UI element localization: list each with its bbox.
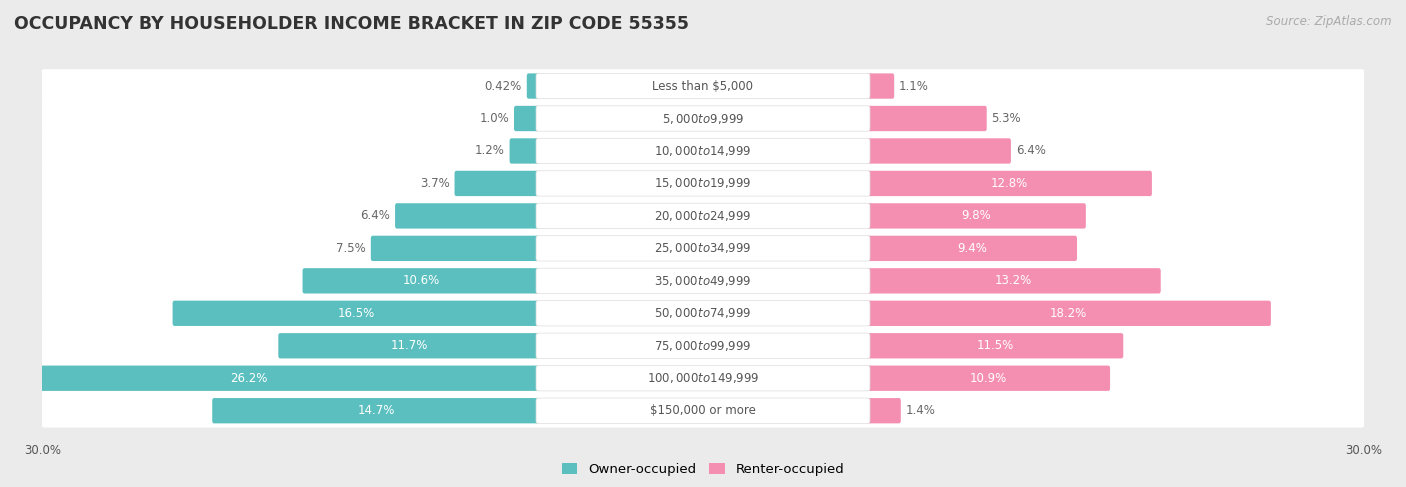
FancyBboxPatch shape xyxy=(41,329,1365,363)
FancyBboxPatch shape xyxy=(173,300,540,326)
Text: 16.5%: 16.5% xyxy=(337,307,374,320)
Text: 1.2%: 1.2% xyxy=(475,145,505,157)
FancyBboxPatch shape xyxy=(866,171,1152,196)
FancyBboxPatch shape xyxy=(536,74,870,99)
Text: OCCUPANCY BY HOUSEHOLDER INCOME BRACKET IN ZIP CODE 55355: OCCUPANCY BY HOUSEHOLDER INCOME BRACKET … xyxy=(14,15,689,33)
Text: 10.9%: 10.9% xyxy=(970,372,1007,385)
FancyBboxPatch shape xyxy=(41,134,1365,168)
Text: 11.7%: 11.7% xyxy=(391,339,427,352)
FancyBboxPatch shape xyxy=(536,366,870,391)
Text: Less than $5,000: Less than $5,000 xyxy=(652,79,754,93)
Text: 1.4%: 1.4% xyxy=(905,404,935,417)
Text: $25,000 to $34,999: $25,000 to $34,999 xyxy=(654,242,752,255)
FancyBboxPatch shape xyxy=(866,333,1123,358)
Text: 0.42%: 0.42% xyxy=(485,79,522,93)
FancyBboxPatch shape xyxy=(866,203,1085,228)
Text: $35,000 to $49,999: $35,000 to $49,999 xyxy=(654,274,752,288)
Text: 10.6%: 10.6% xyxy=(402,274,440,287)
FancyBboxPatch shape xyxy=(536,268,870,294)
Text: 11.5%: 11.5% xyxy=(976,339,1014,352)
Text: 1.1%: 1.1% xyxy=(898,79,929,93)
Text: 5.3%: 5.3% xyxy=(991,112,1021,125)
FancyBboxPatch shape xyxy=(866,300,1271,326)
Text: 1.0%: 1.0% xyxy=(479,112,509,125)
FancyBboxPatch shape xyxy=(866,366,1111,391)
Text: 18.2%: 18.2% xyxy=(1050,307,1087,320)
FancyBboxPatch shape xyxy=(41,264,1365,298)
FancyBboxPatch shape xyxy=(41,199,1365,233)
Text: $5,000 to $9,999: $5,000 to $9,999 xyxy=(662,112,744,126)
FancyBboxPatch shape xyxy=(866,236,1077,261)
FancyBboxPatch shape xyxy=(41,102,1365,135)
Legend: Owner-occupied, Renter-occupied: Owner-occupied, Renter-occupied xyxy=(557,457,849,481)
Text: 13.2%: 13.2% xyxy=(995,274,1032,287)
FancyBboxPatch shape xyxy=(527,74,540,99)
FancyBboxPatch shape xyxy=(395,203,540,228)
FancyBboxPatch shape xyxy=(371,236,540,261)
Text: 3.7%: 3.7% xyxy=(420,177,450,190)
FancyBboxPatch shape xyxy=(866,138,1011,164)
Text: 9.8%: 9.8% xyxy=(962,209,991,223)
Text: $150,000 or more: $150,000 or more xyxy=(650,404,756,417)
Text: $15,000 to $19,999: $15,000 to $19,999 xyxy=(654,176,752,190)
FancyBboxPatch shape xyxy=(866,398,901,423)
FancyBboxPatch shape xyxy=(515,106,540,131)
FancyBboxPatch shape xyxy=(866,268,1161,294)
Text: $100,000 to $149,999: $100,000 to $149,999 xyxy=(647,371,759,385)
Text: 12.8%: 12.8% xyxy=(991,177,1028,190)
FancyBboxPatch shape xyxy=(536,333,870,358)
Text: $20,000 to $24,999: $20,000 to $24,999 xyxy=(654,209,752,223)
Text: 14.7%: 14.7% xyxy=(357,404,395,417)
FancyBboxPatch shape xyxy=(41,69,1365,103)
FancyBboxPatch shape xyxy=(41,231,1365,265)
FancyBboxPatch shape xyxy=(41,167,1365,200)
Text: $50,000 to $74,999: $50,000 to $74,999 xyxy=(654,306,752,320)
FancyBboxPatch shape xyxy=(866,106,987,131)
FancyBboxPatch shape xyxy=(41,297,1365,330)
FancyBboxPatch shape xyxy=(0,366,540,391)
FancyBboxPatch shape xyxy=(866,74,894,99)
FancyBboxPatch shape xyxy=(41,361,1365,395)
FancyBboxPatch shape xyxy=(212,398,540,423)
FancyBboxPatch shape xyxy=(536,106,870,131)
Text: 9.4%: 9.4% xyxy=(957,242,987,255)
FancyBboxPatch shape xyxy=(41,394,1365,428)
Text: 7.5%: 7.5% xyxy=(336,242,366,255)
FancyBboxPatch shape xyxy=(536,138,870,164)
Text: $75,000 to $99,999: $75,000 to $99,999 xyxy=(654,339,752,353)
Text: 6.4%: 6.4% xyxy=(1015,145,1046,157)
FancyBboxPatch shape xyxy=(302,268,540,294)
FancyBboxPatch shape xyxy=(509,138,540,164)
FancyBboxPatch shape xyxy=(536,171,870,196)
FancyBboxPatch shape xyxy=(536,398,870,423)
Text: Source: ZipAtlas.com: Source: ZipAtlas.com xyxy=(1267,15,1392,28)
Text: 6.4%: 6.4% xyxy=(360,209,391,223)
FancyBboxPatch shape xyxy=(454,171,540,196)
FancyBboxPatch shape xyxy=(278,333,540,358)
Text: $10,000 to $14,999: $10,000 to $14,999 xyxy=(654,144,752,158)
FancyBboxPatch shape xyxy=(536,203,870,228)
FancyBboxPatch shape xyxy=(536,236,870,261)
Text: 26.2%: 26.2% xyxy=(231,372,269,385)
FancyBboxPatch shape xyxy=(536,300,870,326)
